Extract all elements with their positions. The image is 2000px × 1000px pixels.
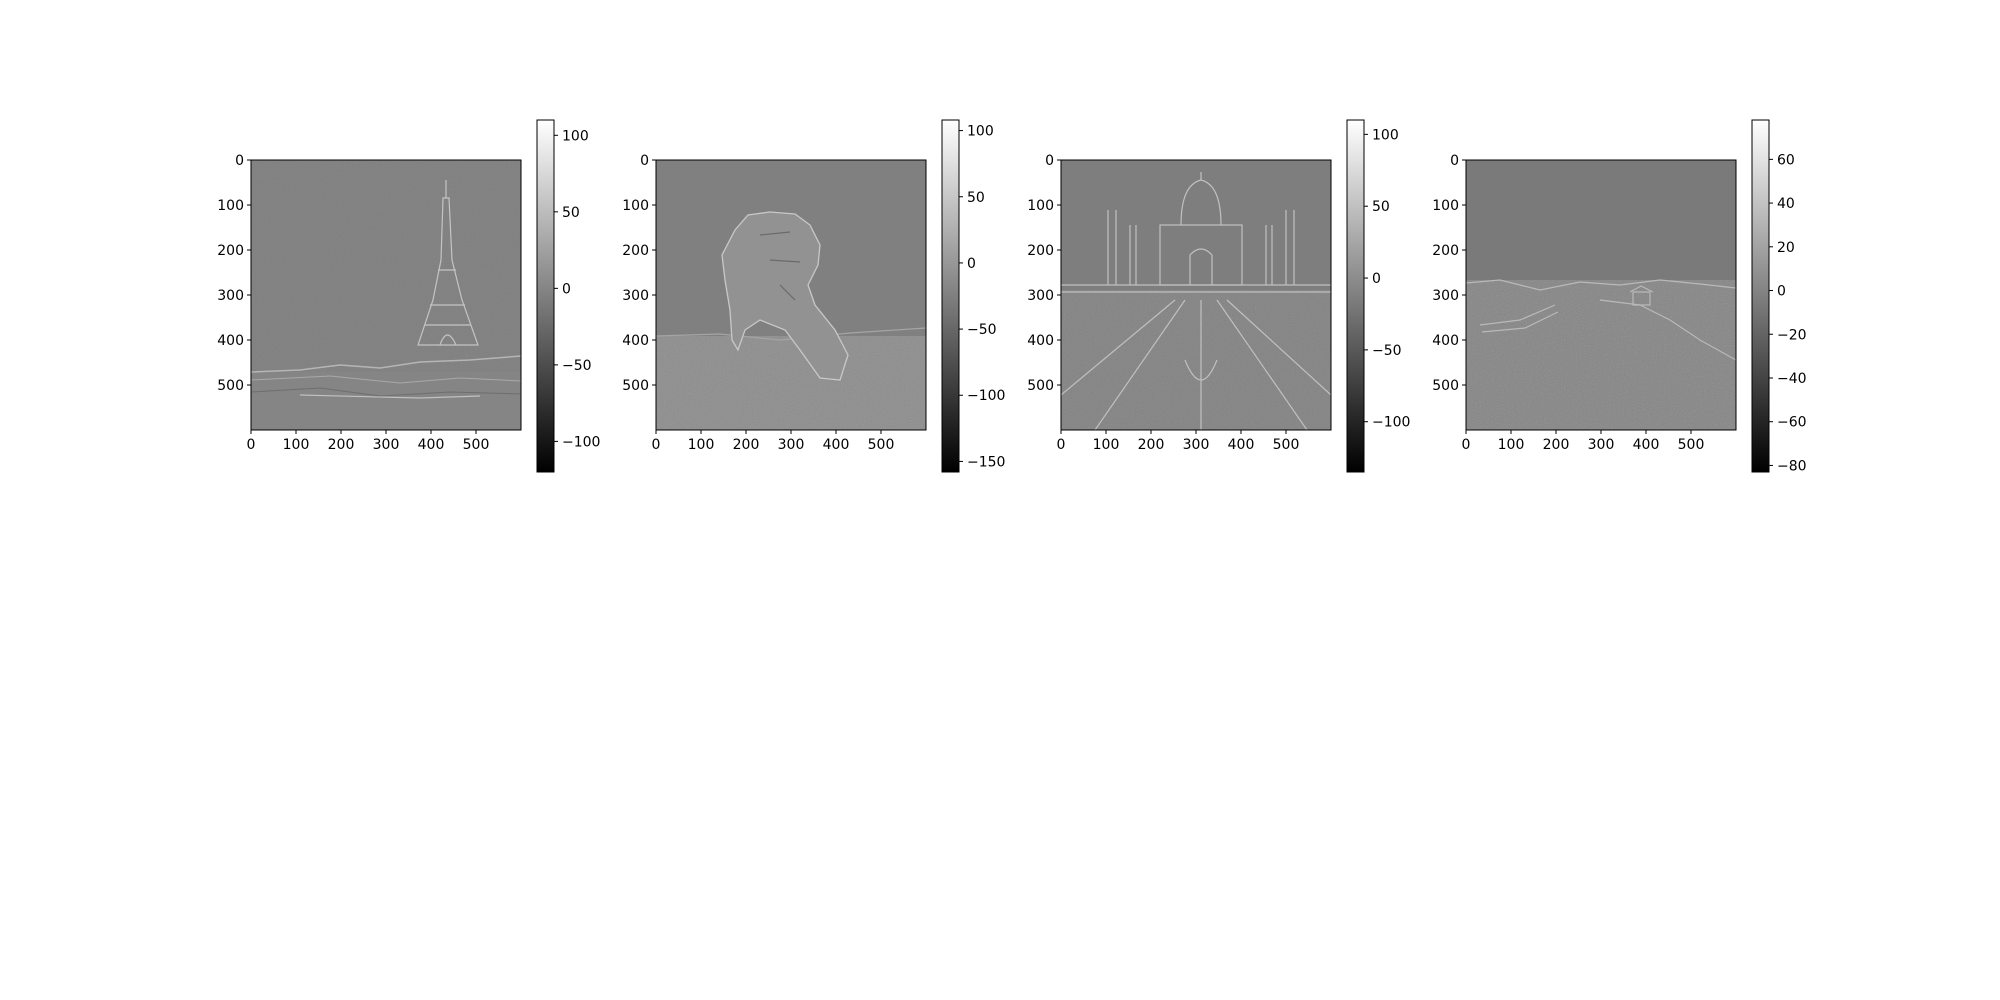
y-tick-label: 100 <box>1027 198 1054 214</box>
x-tick-label: 400 <box>418 437 445 453</box>
image-eiffel <box>251 160 521 430</box>
y-tick-label: 500 <box>622 378 649 394</box>
colorbar-tick-label: 0 <box>967 256 976 272</box>
x-tick-label: 0 <box>1057 437 1066 453</box>
colorbar-ticks-taj: 100 50 0 −50 −100 <box>1364 127 1410 431</box>
x-tick-label: 100 <box>1093 437 1120 453</box>
colorbar-tick-label: −60 <box>1777 415 1807 431</box>
x-tick-label: 100 <box>283 437 310 453</box>
y-tick-label: 100 <box>217 198 244 214</box>
colorbar-tick-label: 50 <box>562 205 580 221</box>
colorbar-tick-label: 0 <box>1777 284 1786 300</box>
x-tick-label: 300 <box>1588 437 1615 453</box>
colorbar-tick-label: −100 <box>1372 415 1410 431</box>
colorbar-tick-label: −150 <box>967 454 1005 470</box>
colorbar-tick-label: −80 <box>1777 458 1807 474</box>
x-tick-label: 0 <box>247 437 256 453</box>
y-tick-label: 300 <box>1027 288 1054 304</box>
colorbar-tick-label: 0 <box>562 281 571 297</box>
y-tick-label: 0 <box>1450 153 1459 169</box>
x-tick-label: 200 <box>733 437 760 453</box>
colorbar-ticks-sphinx: 100 50 0 −50 −100 −150 <box>959 124 1005 470</box>
y-tick-label: 500 <box>1432 378 1459 394</box>
y-tick-label: 0 <box>640 153 649 169</box>
x-tick-label: 400 <box>1228 437 1255 453</box>
x-tick-label: 500 <box>1678 437 1705 453</box>
x-tick-label: 400 <box>823 437 850 453</box>
x-tick-label: 300 <box>1183 437 1210 453</box>
x-tick-label: 0 <box>652 437 661 453</box>
colorbar-tick-label: 100 <box>967 124 994 140</box>
x-tick-label: 100 <box>688 437 715 453</box>
colorbar-tick-label: −100 <box>562 434 600 450</box>
colorbar-ticks-eiffel: 100 50 0 −50 −100 <box>554 128 600 450</box>
y-tick-label: 200 <box>217 243 244 259</box>
y-axis-taj: 0 100 200 300 400 500 <box>1027 153 1061 394</box>
y-tick-label: 100 <box>1432 198 1459 214</box>
image-wall <box>1466 160 1736 430</box>
colorbar-tick-label: −100 <box>967 388 1005 404</box>
colorbar-tick-label: 20 <box>1777 240 1795 256</box>
y-axis-sphinx: 0 100 200 300 400 500 <box>622 153 656 394</box>
x-tick-label: 100 <box>1498 437 1525 453</box>
x-tick-label: 200 <box>1543 437 1570 453</box>
colorbar-tick-label: 100 <box>1372 127 1399 143</box>
y-tick-label: 400 <box>1027 333 1054 349</box>
y-tick-label: 400 <box>622 333 649 349</box>
x-tick-label: 200 <box>328 437 355 453</box>
y-tick-label: 400 <box>217 333 244 349</box>
x-axis-taj: 0 100 200 300 400 500 <box>1057 430 1300 453</box>
colorbar-tick-label: −50 <box>1372 343 1402 359</box>
x-axis-eiffel: 0 100 200 300 400 500 <box>247 430 490 453</box>
y-tick-label: 200 <box>1432 243 1459 259</box>
colorbar-tick-label: 50 <box>967 190 985 206</box>
colorbar-taj <box>1346 119 1365 473</box>
x-tick-label: 0 <box>1462 437 1471 453</box>
image-sphinx <box>656 160 926 430</box>
colorbar-eiffel <box>536 119 555 473</box>
y-tick-label: 200 <box>1027 243 1054 259</box>
colorbar-tick-label: −20 <box>1777 327 1807 343</box>
colorbar-tick-label: 60 <box>1777 152 1795 168</box>
colorbar-tick-label: −50 <box>967 322 997 338</box>
x-tick-label: 500 <box>463 437 490 453</box>
colorbar-ticks-wall: 60 40 20 0 −20 −40 −60 −80 <box>1769 152 1807 474</box>
colorbar-tick-label: 0 <box>1372 271 1381 287</box>
x-axis-sphinx: 0 100 200 300 400 500 <box>652 430 895 453</box>
colorbar-wall <box>1751 119 1770 473</box>
y-tick-label: 0 <box>235 153 244 169</box>
x-tick-label: 300 <box>373 437 400 453</box>
y-tick-label: 500 <box>1027 378 1054 394</box>
y-tick-label: 400 <box>1432 333 1459 349</box>
x-tick-label: 500 <box>1273 437 1300 453</box>
y-axis-wall: 0 100 200 300 400 500 <box>1432 153 1466 394</box>
image-taj <box>1061 160 1331 430</box>
y-tick-label: 100 <box>622 198 649 214</box>
y-axis-eiffel: 0 100 200 300 400 500 <box>217 153 251 394</box>
x-axis-wall: 0 100 200 300 400 500 <box>1462 430 1705 453</box>
x-tick-label: 200 <box>1138 437 1165 453</box>
y-tick-label: 300 <box>217 288 244 304</box>
colorbar-tick-label: −50 <box>562 358 592 374</box>
y-tick-label: 300 <box>622 288 649 304</box>
colorbar-tick-label: −40 <box>1777 371 1807 387</box>
colorbar-tick-label: 50 <box>1372 199 1390 215</box>
colorbar-tick-label: 40 <box>1777 196 1795 212</box>
y-tick-label: 500 <box>217 378 244 394</box>
x-tick-label: 500 <box>868 437 895 453</box>
colorbar-tick-label: 100 <box>562 128 589 144</box>
x-tick-label: 300 <box>778 437 805 453</box>
colorbar-sphinx <box>941 119 960 473</box>
y-tick-label: 200 <box>622 243 649 259</box>
y-tick-label: 0 <box>1045 153 1054 169</box>
x-tick-label: 400 <box>1633 437 1660 453</box>
y-tick-label: 300 <box>1432 288 1459 304</box>
